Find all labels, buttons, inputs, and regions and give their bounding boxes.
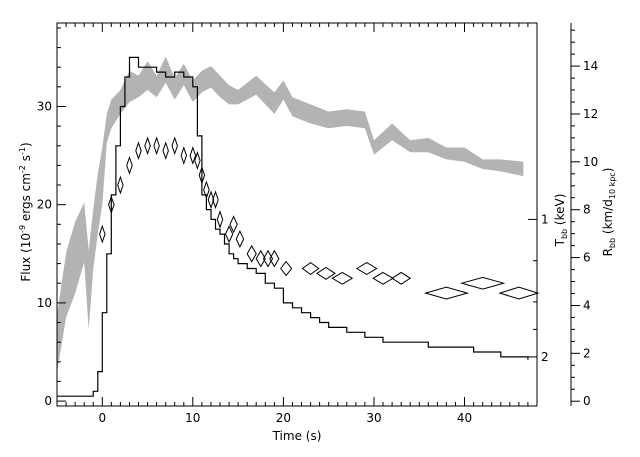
temperature-diamond	[280, 260, 293, 277]
radius-band-layer	[57, 56, 524, 373]
temperature-diamond	[301, 261, 320, 276]
y-right-outer-label-part: (km/d	[601, 199, 615, 238]
temperature-diamond	[224, 225, 234, 244]
y-right-outer-tick-label: 8	[583, 203, 591, 217]
temperature-diamond	[315, 266, 336, 280]
temperature-diamond	[216, 210, 224, 229]
temperature-diamond	[459, 276, 506, 290]
y-right-outer-axis: 0 2 4 6 8 10 12 14	[571, 29, 598, 408]
y-right-inner-label-part: bb	[560, 229, 569, 239]
temperature-diamond	[269, 249, 280, 268]
temperature-diamond-layer	[99, 136, 540, 300]
y-right-outer-label-part: bb	[608, 238, 617, 248]
temperature-diamond	[99, 224, 106, 244]
y-right-inner-tick-label: 2	[541, 350, 549, 364]
y-left-tick-label: 10	[37, 296, 52, 310]
x-tick-label: 40	[457, 411, 472, 425]
temperature-diamond	[144, 136, 151, 156]
temperature-diamond	[498, 286, 540, 300]
temperature-diamond	[246, 244, 257, 263]
temperature-diamond	[372, 271, 394, 285]
y-left-tick-label: 20	[37, 198, 52, 212]
temperature-diamond	[355, 262, 378, 275]
temperature-diamond	[331, 271, 354, 285]
temperature-diamond	[153, 136, 160, 156]
temperature-diamond	[194, 151, 201, 170]
y-right-outer-label-part: 10 kpc	[608, 172, 617, 199]
y-left-label-part: s	[19, 155, 33, 165]
y-left-label-part: ergs cm	[19, 173, 33, 225]
y-right-outer-tick-label: 12	[583, 107, 598, 121]
y-left-label-part: -2	[18, 165, 27, 173]
y-left-label-part: Flux (10	[19, 233, 33, 282]
y-right-inner-tick-label: 1	[541, 212, 549, 226]
y-right-outer-tick-label: 2	[583, 346, 591, 360]
temperature-diamond	[171, 136, 179, 156]
y-right-outer-tick-label: 0	[583, 394, 591, 408]
temperature-diamond	[207, 190, 215, 210]
temperature-diamond	[235, 230, 245, 249]
x-axis-label: Time (s)	[272, 429, 322, 443]
temperature-diamond	[189, 146, 197, 165]
flux-histogram-line	[57, 56, 529, 397]
temperature-diamond	[135, 141, 142, 161]
y-right-outer-axis-label: Rbb (km/d10 kpc)	[601, 168, 617, 257]
y-right-outer-tick-label: 6	[583, 251, 591, 265]
y-right-outer-label-part: )	[601, 168, 615, 173]
temperature-diamond	[198, 165, 206, 185]
y-right-outer-tick-label: 4	[583, 299, 591, 313]
plot-frame	[56, 22, 538, 407]
y-right-outer-tick-label: 14	[583, 59, 598, 73]
y-right-inner-axis-label: Tbb (keV)	[553, 194, 569, 248]
y-right-inner-label-part: T	[553, 238, 567, 247]
temperature-diamond	[117, 175, 124, 195]
y-right-outer-tick-label: 10	[583, 155, 598, 169]
temperature-diamond	[180, 146, 188, 165]
y-right-inner-label-part: (keV)	[553, 194, 567, 229]
radius-band	[57, 56, 524, 373]
y-left-tick-label: 0	[44, 394, 52, 408]
temperature-diamond	[108, 195, 115, 215]
temperature-diamond	[262, 249, 274, 268]
x-tick-label: 30	[366, 411, 381, 425]
y-left-label-part: -9	[18, 225, 27, 233]
y-left-label-part: -1	[18, 147, 27, 155]
temperature-diamond	[126, 155, 133, 175]
x-tick-label: 0	[98, 411, 106, 425]
temperature-diamond	[255, 249, 266, 268]
temperature-diamond	[391, 271, 412, 285]
y-left-tick-label: 30	[37, 100, 52, 114]
x-axis: 0 10 20 30 40	[56, 23, 538, 425]
x-tick-label: 10	[185, 411, 200, 425]
temperature-diamond	[162, 141, 169, 161]
y-right-outer-label-part: R	[601, 248, 615, 256]
y-right-inner-axis: 12	[528, 212, 549, 364]
x-tick-label: 20	[276, 411, 291, 425]
flux-histogram-layer	[57, 56, 529, 397]
y-left-axis-label: Flux (10-9 ergs cm-2 s-1)	[18, 142, 33, 281]
temperature-diamond	[423, 286, 470, 300]
temperature-diamond	[229, 215, 238, 234]
temperature-diamond	[203, 180, 210, 200]
y-left-label-part: )	[19, 142, 33, 147]
y-left-axis: 0 10 20 30	[37, 27, 66, 408]
temperature-diamond	[212, 190, 219, 210]
